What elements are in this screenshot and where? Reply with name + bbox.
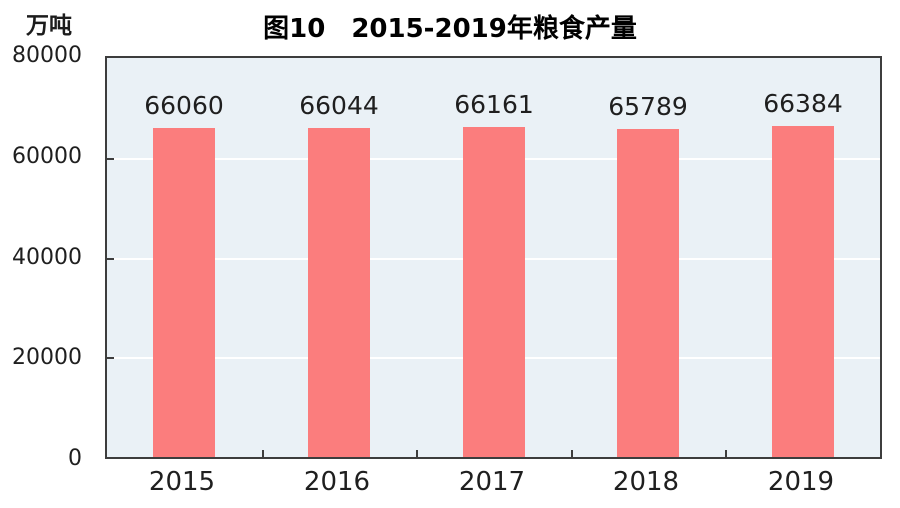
x-tick-mark (725, 450, 727, 457)
x-tick-mark (571, 450, 573, 457)
x-tick-label-2019: 2019 (767, 467, 835, 497)
x-tick-label-2015: 2015 (148, 467, 216, 497)
bar-value-label: 66060 (144, 91, 224, 120)
y-tick-label: 60000 (12, 144, 82, 169)
x-tick-label-2017: 2017 (458, 467, 526, 497)
bar-value-label: 65789 (608, 92, 688, 121)
y-tick-label: 40000 (12, 245, 82, 270)
bar-2015 (153, 128, 215, 457)
x-tick-mark (262, 450, 264, 457)
plot-area: 66060 66044 66161 65789 66384 (105, 56, 882, 459)
x-tick-label-2018: 2018 (612, 467, 680, 497)
bar-2016 (308, 128, 370, 457)
bar-value-label: 66044 (299, 91, 379, 120)
y-tick-label: 80000 (12, 43, 82, 68)
y-axis-unit-label: 万吨 (26, 13, 72, 39)
bar-value-label: 66161 (454, 90, 534, 119)
y-tick-label: 20000 (12, 345, 82, 370)
x-tick-label-2016: 2016 (303, 467, 371, 497)
y-tick-mark-40000 (107, 258, 114, 260)
bar-value-label: 66384 (763, 89, 843, 118)
bar-2017 (463, 127, 525, 457)
chart-title: 图10 2015-2019年粮食产量 (263, 14, 637, 44)
y-tick-mark-60000 (107, 158, 114, 160)
bar-2018 (617, 129, 679, 457)
y-tick-label: 0 (68, 446, 82, 471)
x-tick-mark (416, 450, 418, 457)
y-tick-mark-20000 (107, 357, 114, 359)
bar-2019 (772, 126, 834, 457)
